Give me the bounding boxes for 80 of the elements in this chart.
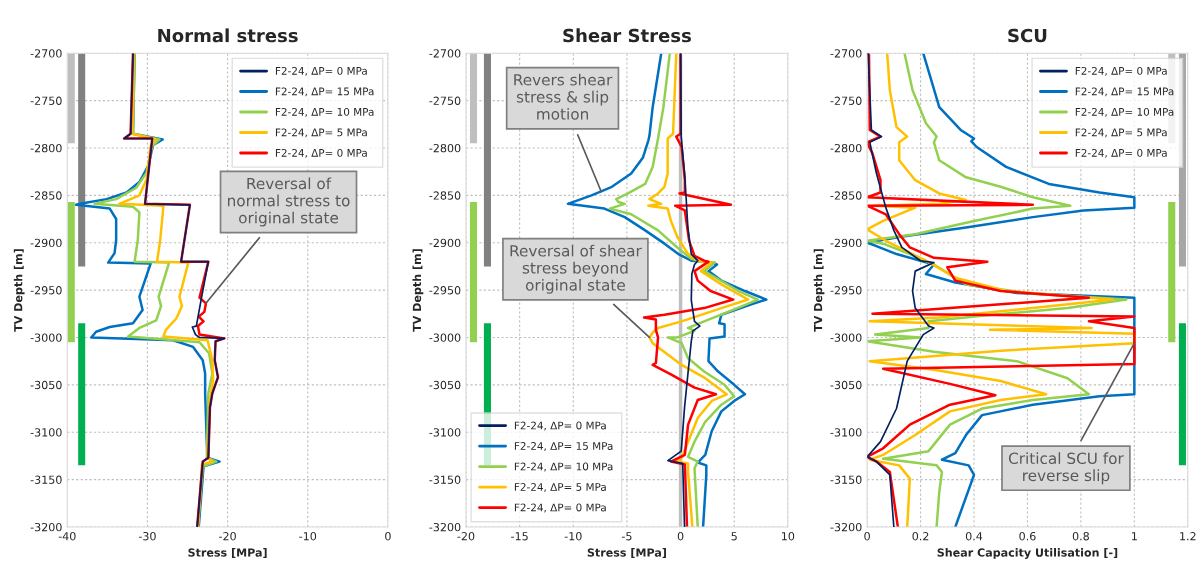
y-axis-title: TV Depth [m] [13, 249, 25, 332]
y-tick-label: -2900 [429, 238, 461, 248]
legend-label: F2-24, ΔP= 5 MPa [514, 483, 606, 492]
x-tick-label: 5 [731, 532, 737, 541]
x-tick-label: -5 [621, 532, 632, 541]
x-tick-label: 0.6 [1019, 532, 1036, 541]
y-axis-title: TV Depth [m] [813, 249, 825, 332]
legend-label: F2-24, ΔP= 10 MPa [1075, 107, 1174, 117]
legend-label: F2-24, ΔP= 5 MPa [275, 128, 367, 138]
y-tick-label: -2800 [830, 143, 862, 153]
y-tick-label: -3100 [830, 428, 862, 437]
legend-label: F2-24, ΔP= 15 MPa [514, 442, 613, 451]
y-tick-label: -3200 [429, 522, 461, 532]
y-tick-label: -2700 [30, 49, 62, 58]
x-tick-label: 0 [677, 532, 684, 541]
y-tick-label: -3000 [30, 333, 62, 342]
y-tick-label: -3150 [830, 475, 862, 484]
legend-label: F2-24, ΔP= 0 MPa [1075, 148, 1167, 158]
y-tick-label: -3200 [830, 522, 862, 532]
y-tick-label: -3200 [30, 522, 62, 532]
x-axis-title: Stress [MPa] [188, 548, 267, 559]
y-tick-label: -3100 [30, 428, 62, 437]
x-tick-label: -20 [219, 532, 236, 541]
y-tick-label: -2850 [429, 191, 461, 200]
x-tick-label: -30 [138, 532, 156, 541]
annotation: Reversal of normal stress to original state [228, 177, 350, 227]
legend-label: F2-24, ΔP= 0 MPa [275, 148, 367, 158]
y-tick-label: -2900 [30, 238, 62, 248]
y-tick-label: -3050 [830, 380, 862, 390]
x-tick-label: -10 [299, 532, 317, 541]
x-tick-label: 1.2 [1180, 532, 1196, 541]
y-tick-label: -3150 [429, 475, 461, 484]
legend-label: F2-24, ΔP= 15 MPa [275, 87, 374, 97]
y-tick-label: -2900 [830, 238, 862, 248]
y-tick-label: -2750 [429, 96, 461, 105]
legend-label: F2-24, ΔP= 0 MPa [514, 421, 606, 431]
legend-label: F2-24, ΔP= 10 MPa [275, 107, 374, 117]
x-tick-label: 0.4 [965, 532, 983, 541]
legend-label: F2-24, ΔP= 10 MPa [514, 462, 613, 472]
y-tick-label: -3000 [429, 333, 461, 342]
y-tick-label: -2750 [30, 96, 62, 105]
y-tick-label: -2800 [429, 143, 461, 153]
x-tick-label: 1 [1132, 532, 1137, 541]
y-tick-label: -2850 [30, 191, 62, 200]
legend-label: F2-24, ΔP= 0 MPa [1075, 66, 1167, 76]
x-tick-label: 0.2 [912, 532, 929, 541]
chart-title: Normal stress [158, 28, 298, 43]
x-tick-label: -15 [511, 532, 528, 541]
annotation: Critical SCU for reverse slip [1008, 452, 1124, 485]
y-tick-label: -2950 [830, 286, 862, 295]
legend-label: F2-24, ΔP= 5 MPa [1075, 128, 1167, 138]
x-tick-label: -20 [457, 532, 475, 541]
y-tick-label: -2700 [830, 49, 862, 58]
x-tick-label: 0 [385, 532, 391, 541]
x-tick-label: -10 [564, 532, 582, 541]
y-tick-label: -3050 [30, 380, 62, 390]
x-tick-label: 0 [864, 532, 870, 541]
y-tick-label: -2950 [429, 286, 461, 295]
y-tick-label: -2850 [830, 191, 862, 200]
y-axis-title: TV Depth [m] [412, 249, 424, 332]
x-axis-title: Stress [MPa] [587, 548, 666, 559]
annotation: Reversal of shear stress beyond original state [510, 244, 642, 294]
y-tick-label: -2800 [30, 143, 62, 153]
y-tick-label: -3150 [30, 475, 62, 484]
x-tick-label: -40 [58, 532, 76, 541]
legend-label: F2-24, ΔP= 0 MPa [514, 503, 606, 513]
chart-title: SCU [1008, 28, 1047, 43]
y-tick-label: -2750 [830, 96, 862, 105]
y-tick-label: -3000 [830, 333, 862, 342]
y-tick-label: -2950 [30, 286, 62, 295]
legend-label: F2-24, ΔP= 15 MPa [1075, 87, 1174, 97]
x-tick-label: 0.8 [1072, 532, 1089, 541]
legend-label: F2-24, ΔP= 0 MPa [275, 66, 367, 76]
x-tick-label: 10 [782, 532, 795, 541]
annotation: Revers shear stress & slip motion [514, 73, 613, 120]
x-axis-title: Shear Capacity Utilisation [-] [937, 548, 1118, 559]
y-tick-label: -3050 [429, 380, 461, 390]
chart-title: Shear Stress [563, 28, 691, 43]
y-tick-label: -2700 [429, 49, 461, 58]
y-tick-label: -3100 [429, 428, 461, 437]
